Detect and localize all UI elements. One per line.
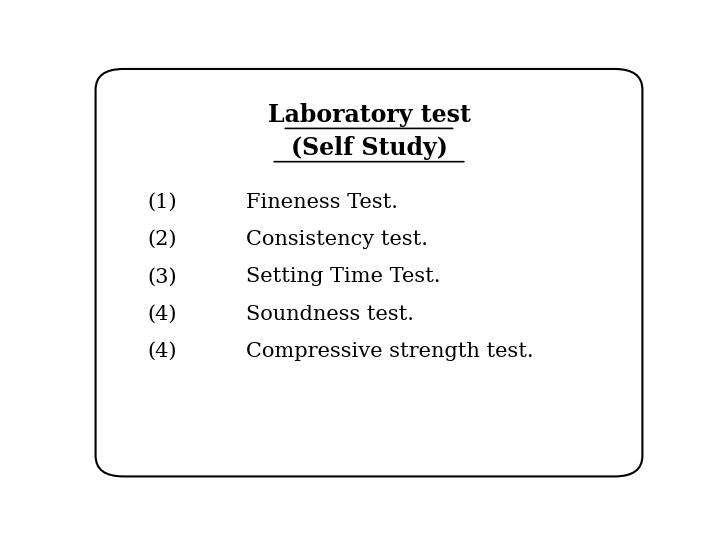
Text: (4): (4) — [148, 342, 177, 361]
Text: Laboratory test: Laboratory test — [268, 103, 470, 127]
Text: Consistency test.: Consistency test. — [246, 230, 428, 249]
Text: (1): (1) — [148, 193, 177, 212]
Text: Compressive strength test.: Compressive strength test. — [246, 342, 534, 361]
Text: (2): (2) — [148, 230, 177, 249]
Text: Setting Time Test.: Setting Time Test. — [246, 267, 441, 286]
Text: Soundness test.: Soundness test. — [246, 305, 414, 324]
Text: Fineness Test.: Fineness Test. — [246, 193, 398, 212]
Text: (3): (3) — [148, 267, 177, 286]
Text: (4): (4) — [148, 305, 177, 324]
FancyBboxPatch shape — [96, 69, 642, 476]
Text: (Self Study): (Self Study) — [291, 136, 447, 160]
